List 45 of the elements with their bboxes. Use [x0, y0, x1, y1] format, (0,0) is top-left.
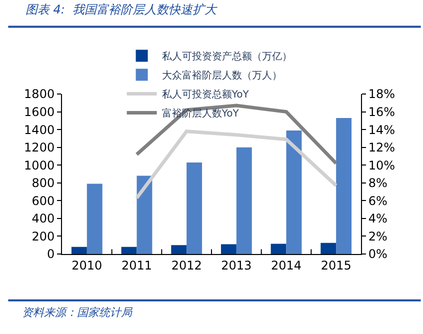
bar: [336, 118, 352, 254]
y2-tick-label: 0%: [368, 247, 388, 262]
legend-label: 私人可投资总额YoY: [162, 88, 250, 101]
bar: [136, 176, 152, 254]
y-tick-label: 1200: [24, 140, 55, 155]
y-tick-label: 0: [46, 247, 55, 262]
x-tick-label: 2013: [221, 258, 252, 272]
chart-title: 图表 4: 我国富裕阶层人数快速扩大: [25, 2, 218, 16]
y2-tick-label: 2%: [368, 229, 388, 244]
y2-tick-label: 6%: [368, 194, 388, 208]
x-tick-label: 2011: [121, 258, 152, 272]
bar: [270, 244, 286, 254]
y-tick-label: 1400: [24, 122, 55, 137]
y2-tick-label: 8%: [368, 176, 388, 190]
bar: [171, 245, 187, 254]
text: 资料来源：国家统计局: [22, 306, 133, 319]
legend-label: 私人可投资资产总额（万亿）: [162, 50, 292, 63]
x-tick-label: 2014: [270, 258, 302, 272]
legend-label: 大众富裕阶层人数（万人）: [162, 70, 282, 82]
y-tick-label: 800: [32, 176, 55, 190]
bar: [320, 242, 336, 254]
y-tick-label: 200: [32, 229, 55, 244]
bar: [71, 246, 87, 254]
y-tick-label: 1600: [24, 104, 55, 119]
bar: [186, 162, 202, 254]
y-tick-label: 1800: [24, 87, 55, 102]
bar: [236, 147, 252, 254]
x-tick-label: 2010: [72, 258, 102, 272]
y2-tick-label: 10%: [368, 158, 396, 172]
bar: [220, 244, 236, 254]
line-series: [135, 130, 338, 200]
y2-tick-label: 12%: [368, 140, 396, 155]
y2-tick-label: 4%: [368, 212, 388, 226]
y-tick-label: 1000: [24, 158, 55, 172]
y2-tick-label: 16%: [368, 104, 396, 119]
x-tick-label: 2012: [171, 258, 202, 272]
bar: [286, 130, 302, 254]
x-tick-label: 2015: [320, 258, 352, 272]
y-tick-label: 400: [32, 212, 55, 226]
bar: [86, 184, 102, 254]
bar: [121, 246, 137, 254]
y-tick-label: 600: [32, 194, 55, 208]
y2-tick-label: 18%: [368, 87, 396, 102]
line-series: [135, 104, 338, 166]
y2-tick-label: 14%: [368, 122, 396, 137]
